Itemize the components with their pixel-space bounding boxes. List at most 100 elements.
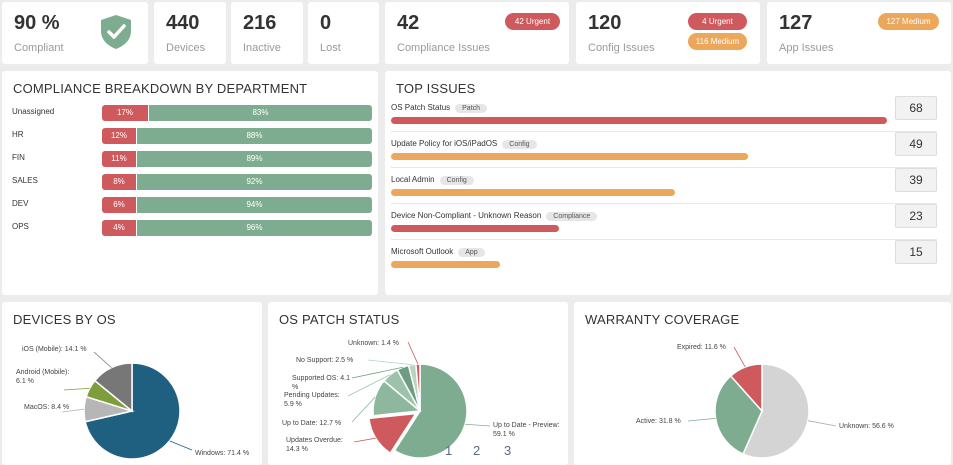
- noncompliant-segment: 4%: [102, 220, 136, 236]
- issue-count: 49: [895, 132, 937, 156]
- issue-name: Microsoft Outlook: [391, 247, 454, 256]
- os-patch-status-pie: [347, 341, 491, 459]
- kpi-lost-card[interactable]: 0 Lost: [308, 2, 379, 64]
- department-bar: 11% 89%: [102, 151, 372, 167]
- issue-type-tag: Config: [439, 176, 474, 185]
- pie-slice[interactable]: [93, 362, 133, 413]
- page-2-link[interactable]: 2: [473, 443, 481, 458]
- compliant-segment: 96%: [136, 220, 372, 236]
- section-title: OS PATCH STATUS: [279, 312, 400, 327]
- divider: [391, 203, 937, 204]
- department-name: Unassigned: [12, 107, 55, 116]
- medium-badge: 116 Medium: [688, 33, 747, 50]
- kpi-app-issues-card[interactable]: 127 App Issues 127 Medium: [767, 2, 951, 64]
- issue-row[interactable]: OS Patch Status Patch 68: [391, 96, 937, 137]
- devices-by-os-panel: DEVICES BY OS Windows: 71.4 % MacOS: 8.4 …: [2, 302, 262, 465]
- noncompliant-segment: 17%: [102, 105, 148, 121]
- kpi-inactive-card[interactable]: 216 Inactive: [231, 2, 303, 64]
- kpi-compliant-card[interactable]: 90 % Compliant: [2, 2, 148, 64]
- kpi-label: Config Issues: [588, 42, 655, 54]
- pie-slice-label: Active: 31.8 %: [636, 418, 681, 425]
- divider: [391, 131, 937, 132]
- department-row[interactable]: DEV 6% 94%: [12, 197, 372, 215]
- issue-type-tag: App: [458, 248, 485, 257]
- divider: [391, 167, 937, 168]
- issue-count: 15: [895, 240, 937, 264]
- department-row[interactable]: SALES 8% 92%: [12, 174, 372, 192]
- section-title: TOP ISSUES: [396, 81, 476, 96]
- department-row[interactable]: HR 12% 88%: [12, 128, 372, 146]
- department-row[interactable]: FIN 11% 89%: [12, 151, 372, 169]
- kpi-value: 216: [243, 12, 277, 34]
- devices-by-os-pie: [61, 351, 193, 460]
- issue-row[interactable]: Update Policy for iOS/iPadOS Config 49: [391, 132, 937, 173]
- department-bar: 6% 94%: [102, 197, 372, 213]
- urgent-badge: 42 Urgent: [505, 13, 560, 30]
- leader-line: [351, 396, 376, 423]
- compliant-segment: 89%: [136, 151, 372, 167]
- pie-slice-label: Android (Mobile): 6.1 %: [16, 369, 70, 385]
- kpi-label: Lost: [320, 42, 341, 54]
- compliant-segment: 88%: [136, 128, 372, 144]
- pie-slice[interactable]: [714, 374, 763, 456]
- compliant-segment: 83%: [147, 105, 372, 121]
- page-1-link[interactable]: 1: [445, 443, 453, 458]
- kpi-devices-card[interactable]: 440 Devices: [154, 2, 226, 64]
- department-name: SALES: [12, 176, 38, 185]
- leader-line: [733, 346, 746, 368]
- page-3-link[interactable]: 3: [504, 443, 512, 458]
- noncompliant-segment: 6%: [102, 197, 136, 213]
- leader-line: [351, 366, 403, 379]
- leader-line: [93, 351, 112, 368]
- pie-slice-label: Supported OS: 4.1 %: [292, 375, 350, 391]
- pie-slice-label: Unknown: 1.4 %: [348, 340, 399, 347]
- shield-check-icon: [101, 15, 131, 49]
- noncompliant-segment: 8%: [102, 174, 136, 190]
- issue-count: 23: [895, 204, 937, 228]
- department-name: FIN: [12, 153, 25, 162]
- issue-row[interactable]: Device Non-Compliant - Unknown Reason Com…: [391, 204, 937, 245]
- leader-line: [687, 417, 716, 422]
- os-patch-status-panel: OS PATCH STATUS Up to Date - Preview: 59…: [268, 302, 568, 465]
- pie-slice-label: MacOS: 8.4 %: [24, 404, 70, 411]
- kpi-value: 120: [588, 12, 622, 34]
- leader-line: [353, 437, 376, 443]
- department-name: OPS: [12, 222, 29, 231]
- divider: [391, 239, 937, 240]
- department-row[interactable]: Unassigned 17% 83%: [12, 105, 372, 123]
- department-bar: 8% 92%: [102, 174, 372, 190]
- warranty-coverage-pie: [687, 346, 837, 459]
- leader-line: [367, 359, 413, 366]
- kpi-label: App Issues: [779, 42, 834, 54]
- kpi-config-issues-card[interactable]: 120 Config Issues 4 Urgent 116 Medium: [576, 2, 760, 64]
- kpi-label: Compliant: [14, 42, 64, 54]
- issue-bar: [391, 225, 559, 232]
- compliant-segment: 92%: [136, 174, 372, 190]
- pie-slice-label: Up to Date: 12.7 %: [282, 420, 342, 427]
- kpi-value: 0: [320, 12, 332, 34]
- kpi-label: Devices: [166, 42, 206, 54]
- issue-row[interactable]: Local Admin Config 39: [391, 168, 937, 209]
- department-name: HR: [12, 130, 24, 139]
- section-title: DEVICES BY OS: [13, 312, 116, 327]
- issue-bar: [391, 261, 501, 268]
- kpi-compliance-issues-card[interactable]: 42 Compliance Issues 42 Urgent: [385, 2, 569, 64]
- section-title: COMPLIANCE BREAKDOWN BY DEPARTMENT: [13, 81, 308, 96]
- kpi-value: 127: [779, 12, 813, 34]
- issue-type-tag: Patch: [455, 104, 488, 113]
- pie-slice-label: Up to Date - Preview: 59.1 %: [493, 422, 560, 438]
- pie-slice-label: No Support: 2.5 %: [296, 357, 354, 364]
- issue-row[interactable]: Microsoft Outlook App 15: [391, 240, 937, 281]
- department-row[interactable]: OPS 4% 96%: [12, 220, 372, 238]
- medium-badge: 127 Medium: [878, 13, 939, 30]
- pie-slice[interactable]: [393, 363, 468, 459]
- leader-line: [807, 420, 837, 427]
- pie-slice-label: iOS (Mobile): 14.1 %: [22, 346, 87, 353]
- leader-line: [169, 440, 193, 451]
- compliance-breakdown-panel: COMPLIANCE BREAKDOWN BY DEPARTMENT Unass…: [2, 71, 378, 295]
- issue-bar: [391, 153, 749, 160]
- kpi-value: 42: [397, 12, 420, 34]
- issue-type-tag: Config: [502, 140, 537, 149]
- leader-line: [63, 387, 90, 391]
- kpi-value: 440: [166, 12, 200, 34]
